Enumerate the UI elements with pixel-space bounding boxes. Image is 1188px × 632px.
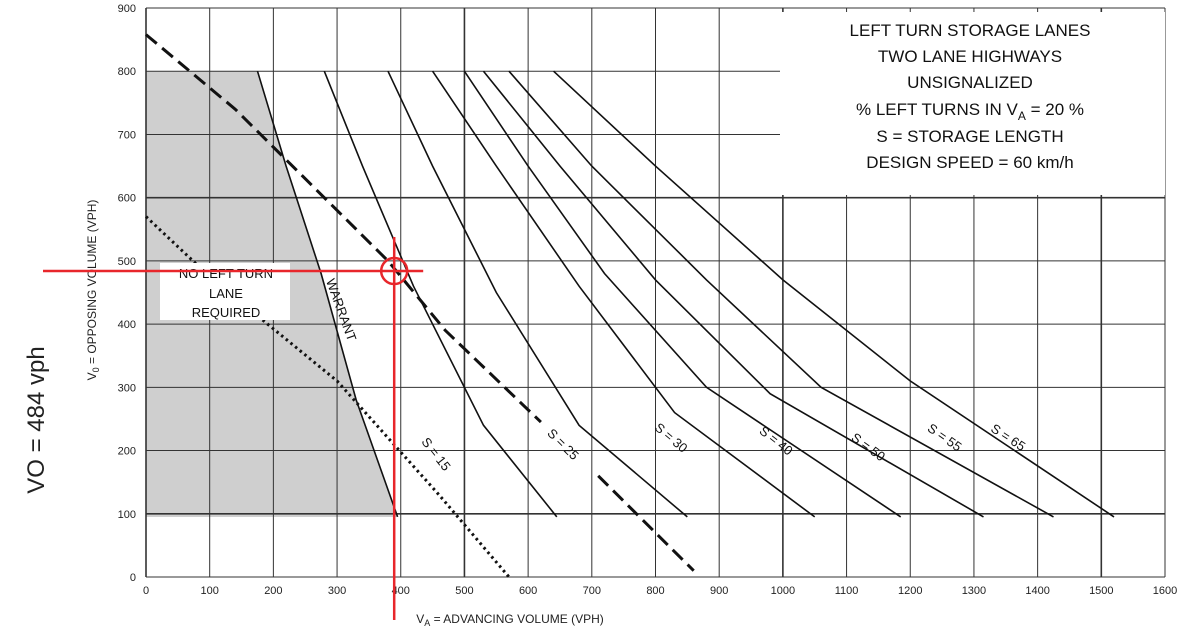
title-line-4-rest: = 20 % — [1026, 100, 1084, 119]
region-label-box — [160, 263, 290, 320]
title-line-3: UNSIGNALIZED — [907, 73, 1033, 92]
y-axis-label: V0 = OPPOSING VOLUME (VPH) — [85, 200, 101, 381]
x-tick-label-14: 1400 — [1025, 585, 1049, 597]
region-label-line-1: NO LEFT TURN — [179, 266, 273, 281]
x-tick-label-9: 900 — [710, 585, 728, 597]
curve-s-15-1 — [323, 70, 558, 518]
curve-label-4: S = 40 — [757, 423, 796, 458]
x-tick-label-0: 0 — [143, 585, 149, 597]
y-tick-label-6: 600 — [118, 193, 136, 205]
tick-label-layer: 0 100 200 300 400 500 600 700 800 900 1000 1100 1200… — [118, 3, 1178, 597]
x-axis-label-main: V — [416, 612, 424, 626]
curve-dashed-boundary-9 — [597, 474, 695, 572]
title-line-4-subscript: A — [1018, 109, 1026, 123]
region-label-line-2: LANE — [209, 286, 243, 301]
x-axis-label-rest: = ADVANCING VOLUME (VPH) — [430, 612, 603, 626]
x-axis-label: VA = ADVANCING VOLUME (VPH) — [416, 612, 604, 628]
curve-dotted-boundary-10 — [144, 215, 511, 578]
x-tick-label-13: 1300 — [962, 585, 986, 597]
y-tick-label-7: 700 — [118, 129, 136, 141]
curve-s-40-4 — [463, 70, 902, 518]
curve-dashed-boundary-8 — [145, 33, 542, 424]
title-line-2: TWO LANE HIGHWAYS — [878, 47, 1062, 66]
curve-s-65-7 — [553, 70, 1115, 518]
x-tick-label-6: 600 — [519, 585, 537, 597]
curve-label-5: S = 50 — [849, 430, 889, 464]
y-tick-label-0: 0 — [130, 572, 136, 584]
x-tick-label-1: 100 — [201, 585, 219, 597]
y-tick-label-1: 100 — [118, 509, 136, 521]
curve-s-50-5 — [482, 70, 984, 518]
curve-s-25-2 — [387, 70, 688, 518]
x-tick-label-16: 1600 — [1153, 585, 1177, 597]
y-tick-label-9: 900 — [118, 3, 136, 15]
vo-annotation-label: VO = 484 vph — [23, 346, 50, 493]
x-tick-label-12: 1200 — [898, 585, 922, 597]
curve-layer — [144, 33, 1115, 578]
title-line-6: DESIGN SPEED = 60 km/h — [866, 153, 1073, 172]
title-line-4: % LEFT TURNS IN VA = 20 % — [856, 100, 1084, 123]
curve-label-2: S = 25 — [544, 425, 581, 462]
annotation-marker-circle — [379, 256, 409, 286]
y-axis-label-subscript: 0 — [91, 367, 101, 372]
x-tick-label-3: 300 — [328, 585, 346, 597]
y-tick-label-4: 400 — [118, 319, 136, 331]
curve-label-1: S = 15 — [419, 435, 454, 474]
curve-s-30-3 — [431, 70, 816, 518]
y-tick-label-2: 200 — [118, 446, 136, 458]
title-line-4-main: % LEFT TURNS IN V — [856, 100, 1019, 119]
chart-title: LEFT TURN STORAGE LANES TWO LANE HIGHWAY… — [850, 21, 1091, 172]
x-tick-label-8: 800 — [646, 585, 664, 597]
region-label: NO LEFT TURN LANE REQUIRED — [179, 266, 273, 320]
title-line-1: LEFT TURN STORAGE LANES — [850, 21, 1091, 40]
x-tick-label-4: 400 — [392, 585, 410, 597]
title-line-5: S = STORAGE LENGTH — [876, 127, 1063, 146]
x-tick-label-15: 1500 — [1089, 585, 1113, 597]
curve-warrant-0 — [256, 70, 399, 518]
y-tick-label-8: 800 — [118, 66, 136, 78]
x-axis-label-subscript: A — [424, 618, 430, 628]
x-tick-label-11: 1100 — [835, 585, 859, 597]
y-tick-label-5: 500 — [118, 256, 136, 268]
title-box — [780, 12, 1165, 195]
x-tick-label-5: 500 — [455, 585, 473, 597]
x-tick-label-7: 700 — [583, 585, 601, 597]
region-label-line-3: REQUIRED — [192, 305, 261, 320]
y-axis-label-main: V — [85, 372, 99, 380]
y-axis-label-rest: = OPPOSING VOLUME (VPH) — [85, 200, 99, 368]
y-tick-label-3: 300 — [118, 382, 136, 394]
curve-s-55-6 — [508, 70, 1054, 518]
annotation-layer — [43, 237, 424, 620]
x-tick-label-2: 200 — [264, 585, 282, 597]
x-tick-label-10: 1000 — [771, 585, 795, 597]
